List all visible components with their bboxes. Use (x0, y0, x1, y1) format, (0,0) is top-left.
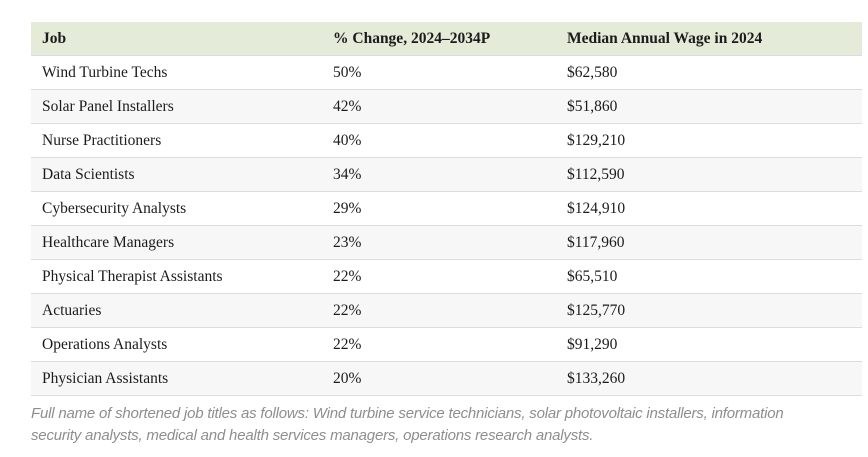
job-cell: Solar Panel Installers (31, 89, 322, 124)
change-cell: 22% (322, 293, 556, 328)
change-cell: 22% (322, 259, 556, 294)
wage-cell: $124,910 (556, 191, 862, 226)
table-row: Healthcare Managers 23% $117,960 (31, 225, 862, 260)
job-cell: Nurse Practitioners (31, 123, 322, 158)
table-row: Actuaries 22% $125,770 (31, 293, 862, 328)
table-row: Operations Analysts 22% $91,290 (31, 327, 862, 362)
table-row: Physician Assistants 20% $133,260 (31, 361, 862, 396)
change-cell: 23% (322, 225, 556, 260)
table-row: Cybersecurity Analysts 29% $124,910 (31, 191, 862, 226)
table-row: Nurse Practitioners 40% $129,210 (31, 123, 862, 158)
change-cell: 20% (322, 361, 556, 396)
wage-cell: $51,860 (556, 89, 862, 124)
column-header-job: Job (31, 22, 322, 56)
wage-cell: $112,590 (556, 157, 862, 192)
wage-cell: $91,290 (556, 327, 862, 362)
job-cell: Cybersecurity Analysts (31, 191, 322, 226)
table-row: Physical Therapist Assistants 22% $65,510 (31, 259, 862, 294)
wage-cell: $62,580 (556, 55, 862, 90)
wage-cell: $125,770 (556, 293, 862, 328)
wage-cell: $65,510 (556, 259, 862, 294)
job-cell: Wind Turbine Techs (31, 55, 322, 90)
table-row: Data Scientists 34% $112,590 (31, 157, 862, 192)
change-cell: 22% (322, 327, 556, 362)
table-body: Wind Turbine Techs 50% $62,580 Solar Panel … (31, 55, 862, 396)
table-header-row: Job % Change, 2024–2034P Median Annual W… (31, 22, 862, 56)
change-cell: 34% (322, 157, 556, 192)
change-cell: 40% (322, 123, 556, 158)
job-cell: Data Scientists (31, 157, 322, 192)
job-cell: Operations Analysts (31, 327, 322, 362)
change-cell: 50% (322, 55, 556, 90)
column-header-change: % Change, 2024–2034P (322, 22, 556, 56)
table-row: Solar Panel Installers 42% $51,860 (31, 89, 862, 124)
job-cell: Physician Assistants (31, 361, 322, 396)
job-cell: Actuaries (31, 293, 322, 328)
change-cell: 29% (322, 191, 556, 226)
footnote: Full name of shortened job titles as fol… (31, 405, 784, 444)
change-cell: 42% (322, 89, 556, 124)
job-cell: Healthcare Managers (31, 225, 322, 260)
wage-cell: $133,260 (556, 361, 862, 396)
job-cell: Physical Therapist Assistants (31, 259, 322, 294)
jobs-growth-table: Job % Change, 2024–2034P Median Annual W… (31, 22, 862, 396)
table-row: Wind Turbine Techs 50% $62,580 (31, 55, 862, 90)
wage-cell: $129,210 (556, 123, 862, 158)
column-header-wage: Median Annual Wage in 2024 (556, 22, 862, 56)
wage-cell: $117,960 (556, 225, 862, 260)
